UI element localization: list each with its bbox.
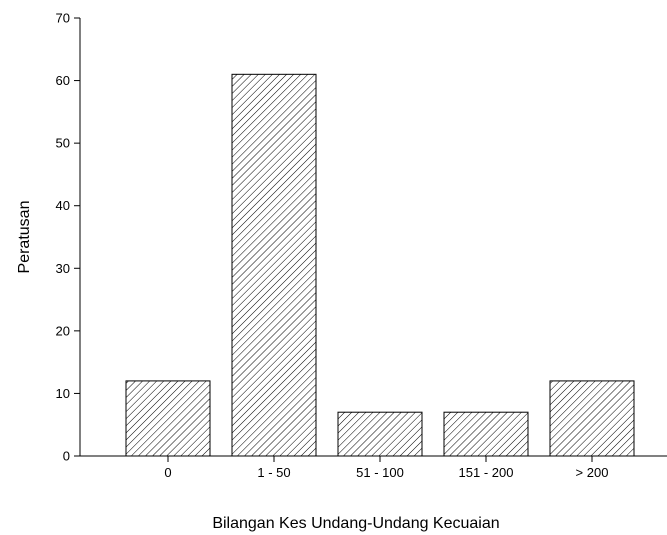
bar-2 xyxy=(337,411,423,457)
x-tick-label: 1 - 50 xyxy=(257,465,290,480)
x-tick-label: 151 - 200 xyxy=(459,465,514,480)
y-tick-label: 0 xyxy=(63,449,70,464)
bars xyxy=(125,73,635,457)
x-tick-label: > 200 xyxy=(576,465,609,480)
y-axis: 0 10 20 30 40 50 60 70 xyxy=(56,11,81,464)
y-tick-label: 50 xyxy=(56,136,70,151)
y-tick-label: 40 xyxy=(56,198,70,213)
bar-1 xyxy=(231,73,317,457)
x-tick-label: 0 xyxy=(164,465,171,480)
y-tick-label: 10 xyxy=(56,386,70,401)
y-tick-label: 20 xyxy=(56,323,70,338)
x-axis: 0 1 - 50 51 - 100 151 - 200 > 200 xyxy=(80,455,667,480)
y-tick-label: 70 xyxy=(56,11,70,26)
y-tick-label: 30 xyxy=(56,261,70,276)
x-axis-title: Bilangan Kes Undang-Undang Kecuaian xyxy=(212,515,499,532)
y-axis-title: Peratusan xyxy=(16,201,33,274)
x-tick-label: 51 - 100 xyxy=(356,465,404,480)
bar-3 xyxy=(443,411,529,457)
bar-0 xyxy=(125,380,211,457)
bar-4 xyxy=(549,380,635,457)
y-tick-label: 60 xyxy=(56,73,70,88)
